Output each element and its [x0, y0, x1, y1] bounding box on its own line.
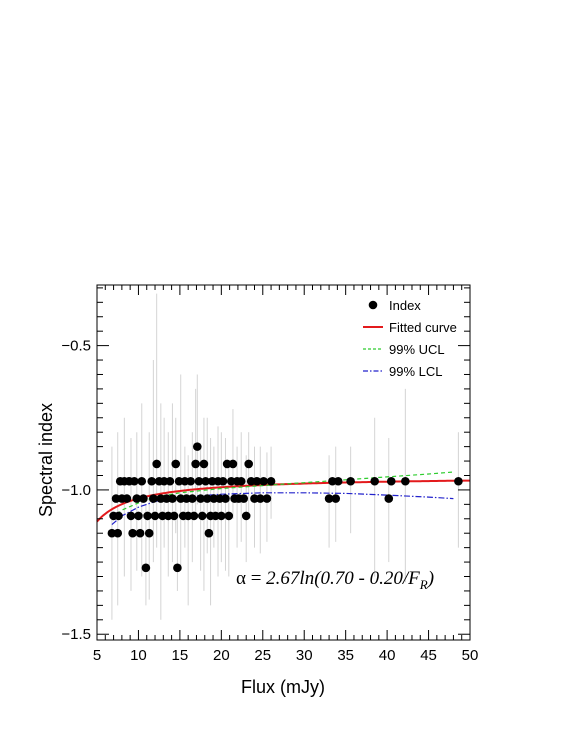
data-point: [113, 528, 123, 538]
axis-ticks: [96, 285, 471, 640]
data-point: [144, 528, 154, 538]
plot-frame: [96, 284, 471, 641]
data-point: [165, 476, 175, 486]
formula-main: 2.67ln(0.70 - 0.20/F: [266, 568, 420, 589]
x-tick-label: 40: [379, 647, 396, 664]
data-point: [401, 476, 410, 486]
data-point: [132, 494, 142, 503]
data-point: [173, 563, 182, 573]
data-point: [228, 459, 238, 469]
legend-label: 99% UCL: [389, 342, 445, 357]
x-tick-label: 50: [462, 647, 479, 664]
data-point: [333, 476, 343, 486]
data-point: [266, 476, 276, 486]
data-point: [150, 511, 160, 521]
data-point: [221, 494, 230, 503]
legend-label: Index: [389, 298, 421, 313]
data-point: [134, 511, 143, 521]
data-point: [241, 511, 251, 521]
data-point: [139, 494, 148, 503]
x-axis-label: Flux (mJy): [241, 677, 325, 697]
x-tick-label: 35: [337, 647, 354, 664]
data-point: [114, 511, 123, 521]
data-point: [122, 494, 132, 503]
data-point: [259, 476, 268, 486]
data-point: [370, 476, 379, 486]
data-point: [194, 476, 204, 486]
fit-formula-annotation: α = 2.67ln(0.70 - 0.20/FR): [236, 568, 434, 592]
data-point: [168, 494, 177, 503]
data-point: [324, 494, 334, 503]
data-point: [384, 494, 394, 503]
data-point: [149, 494, 158, 503]
y-tick-label: −1.5: [61, 626, 91, 643]
data-point: [152, 459, 161, 469]
data-point: [143, 511, 152, 521]
y-axis-label: Spectral index: [36, 403, 56, 517]
data-point: [171, 459, 181, 469]
y-tick-label: −1.0: [61, 482, 91, 499]
data-point: [346, 476, 355, 486]
data-point: [188, 494, 197, 503]
data-point: [137, 476, 147, 486]
x-tick-label: 25: [254, 647, 271, 664]
ucl-curve: [111, 471, 454, 520]
data-point: [130, 476, 139, 486]
lcl-curve: [111, 492, 454, 526]
data-point: [201, 476, 210, 486]
data-point: [331, 494, 341, 503]
x-tick-label: 45: [420, 647, 437, 664]
x-tick-label: 15: [172, 647, 189, 664]
data-point: [186, 476, 195, 486]
data-point: [218, 476, 228, 486]
data-point: [197, 511, 207, 521]
data-point: [202, 494, 212, 503]
data-point: [239, 494, 249, 503]
x-tick-label: 5: [93, 647, 101, 664]
x-tick-label: 30: [296, 647, 313, 664]
data-point: [126, 511, 136, 521]
data-point: [199, 459, 209, 469]
data-point: [244, 459, 253, 469]
data-point: [204, 528, 214, 538]
formula-suffix: ): [427, 568, 434, 589]
data-point: [147, 476, 157, 486]
data-points: [107, 442, 463, 573]
data-point: [262, 494, 272, 503]
data-point: [135, 528, 145, 538]
formula-subscript: R: [419, 577, 428, 592]
legend-label: Fitted curve: [389, 320, 457, 335]
data-point: [386, 476, 396, 486]
x-tick-label: 10: [130, 647, 147, 664]
data-point: [169, 511, 179, 521]
formula-prefix: α =: [236, 568, 266, 589]
data-point: [217, 511, 226, 521]
data-point: [454, 476, 463, 486]
x-tick-label: 20: [213, 647, 230, 664]
legend: Index Fitted curve 99% UCL 99% LCL: [363, 298, 457, 379]
data-point: [191, 459, 200, 469]
data-point: [189, 511, 199, 521]
data-point: [224, 511, 234, 521]
data-point: [196, 494, 205, 503]
legend-marker-index: [368, 300, 378, 310]
data-point: [128, 528, 137, 538]
data-point: [192, 442, 202, 451]
data-point: [141, 563, 151, 573]
y-tick-label: −0.5: [61, 338, 91, 355]
data-point: [252, 476, 262, 486]
data-point: [255, 494, 265, 503]
data-point: [236, 476, 246, 486]
legend-label: 99% LCL: [389, 364, 442, 379]
x-tick-labels: 5 10 15 20 25 30 35 40 45 50: [93, 647, 479, 664]
y-tick-labels: −1.5 −1.0 −0.5: [61, 338, 91, 644]
